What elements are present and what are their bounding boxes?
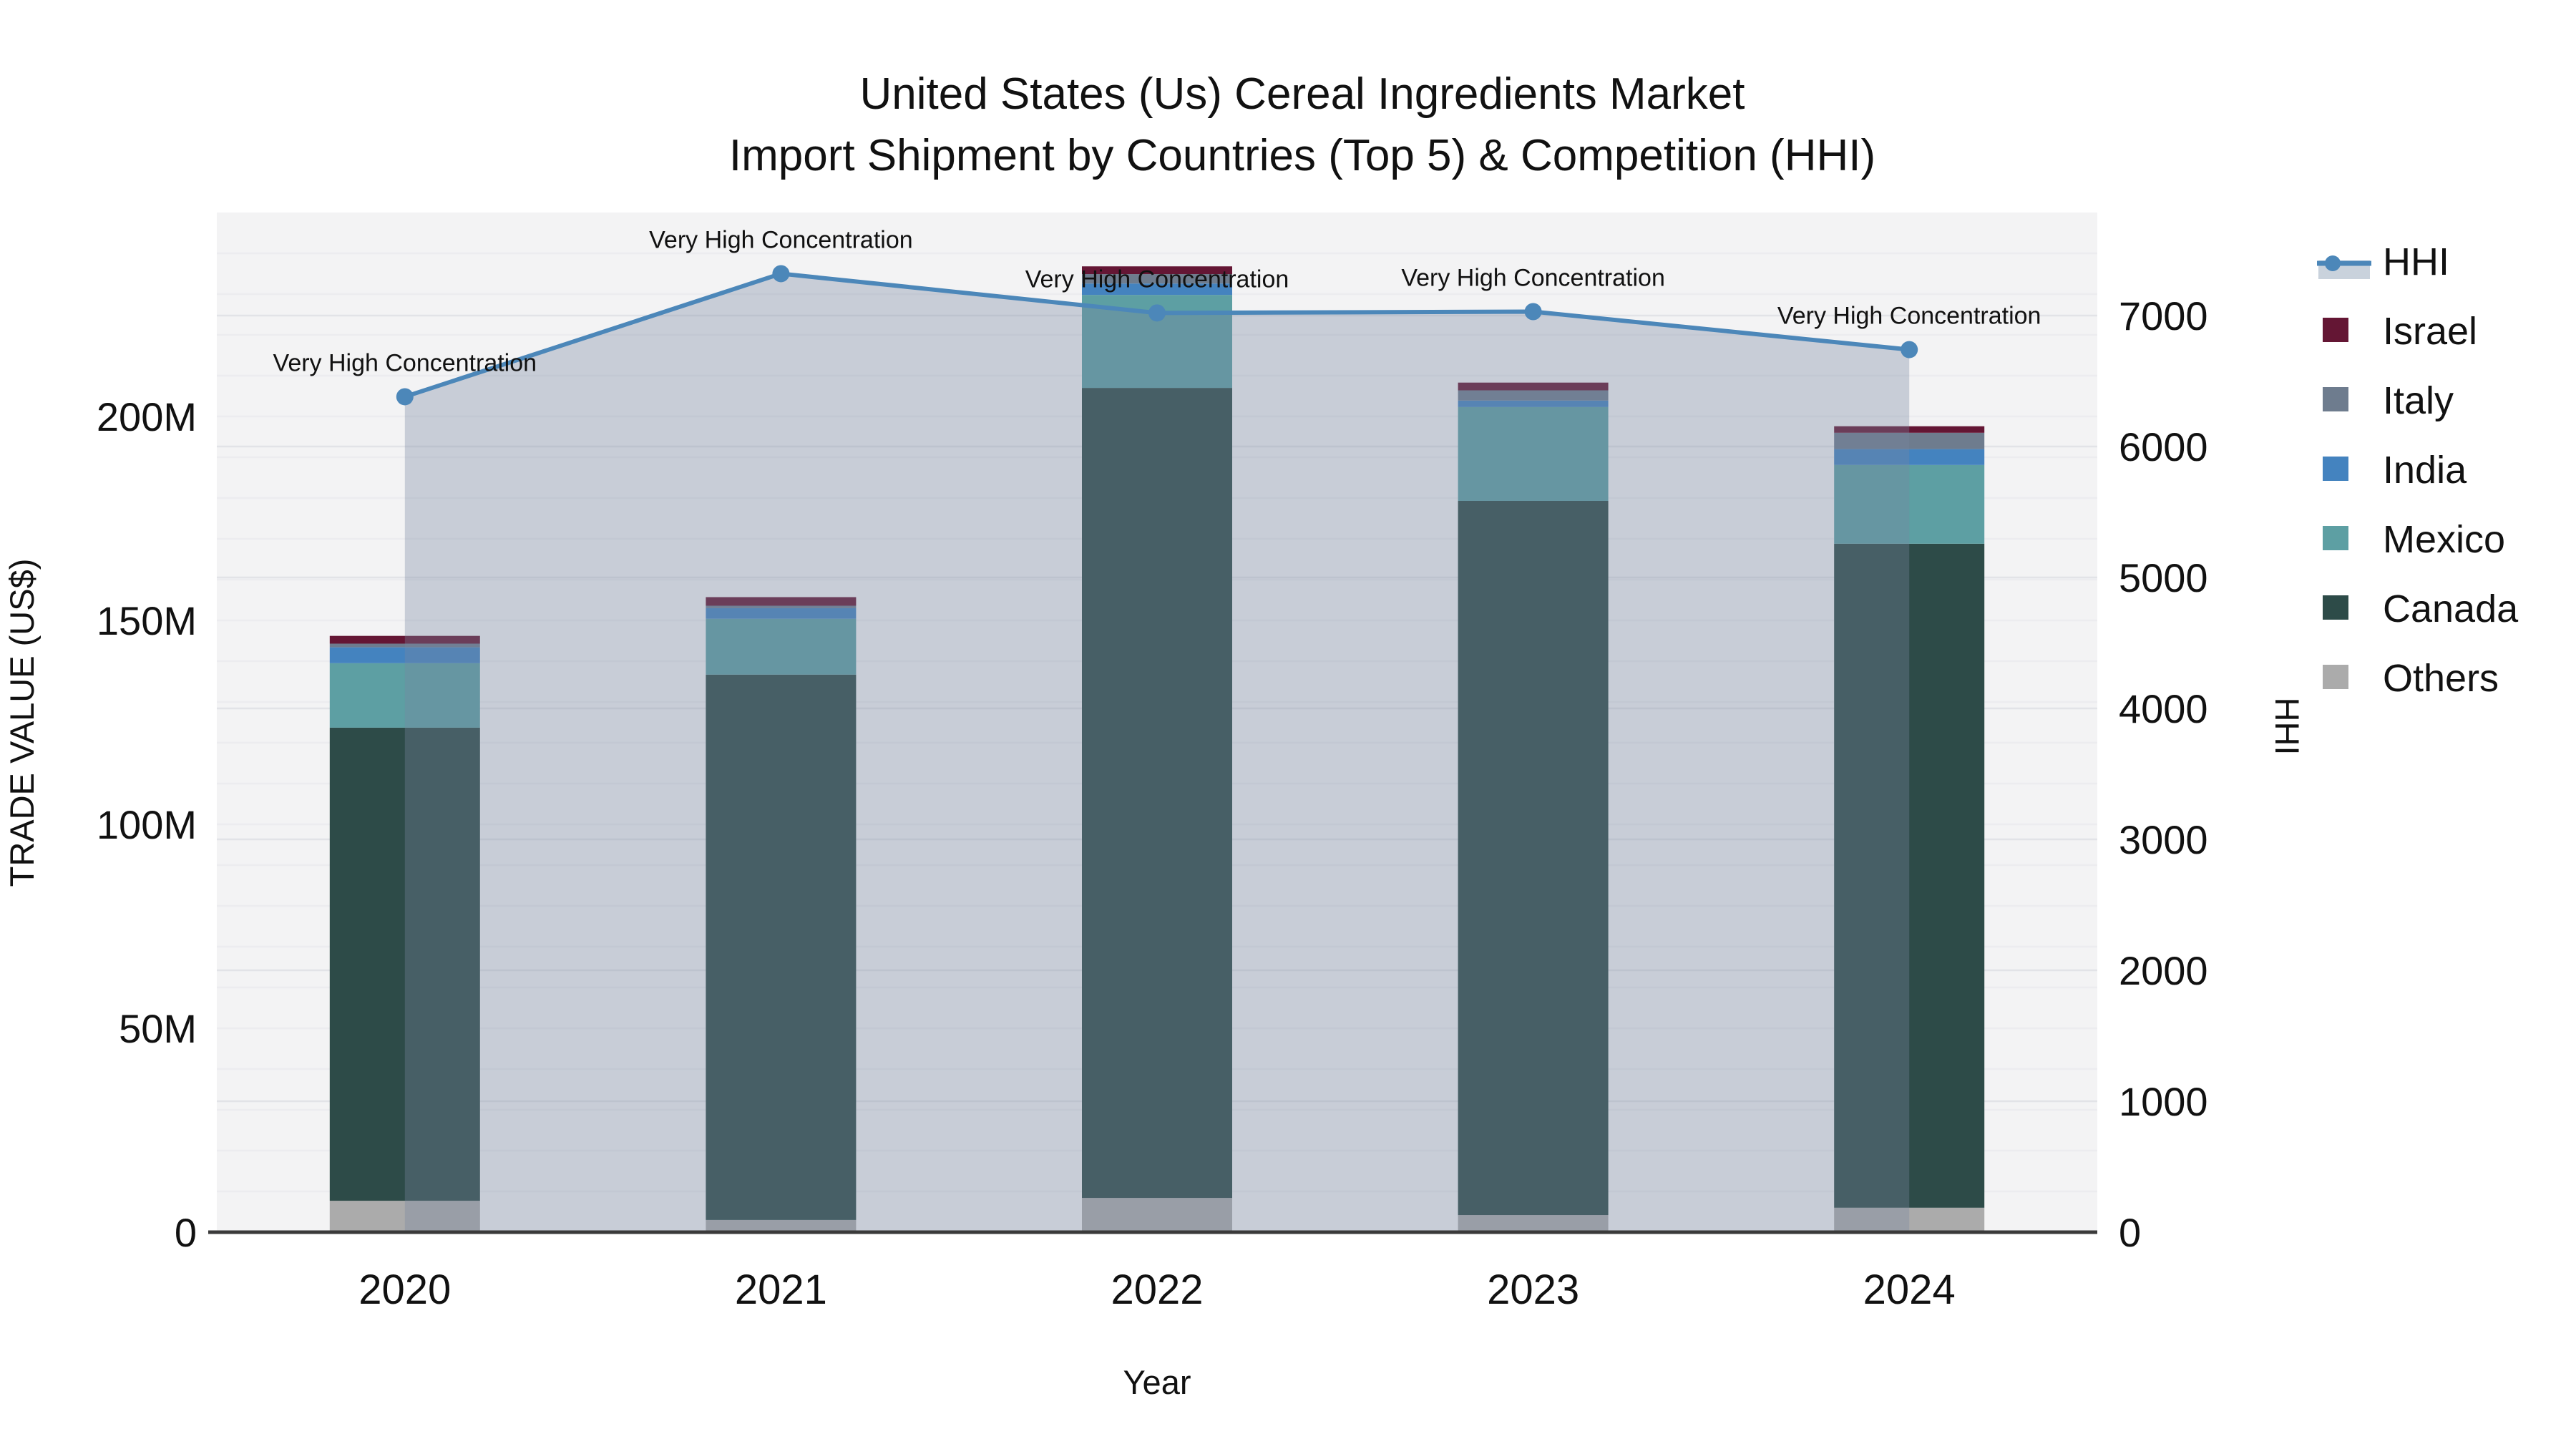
bar-segment-mexico-2024[interactable]	[1834, 464, 1985, 544]
xtick-2024: 2024	[1863, 1267, 1956, 1313]
xtick-2020: 2020	[358, 1267, 451, 1313]
legend-swatch-italy	[2323, 387, 2348, 411]
ytick-left-50M: 50M	[119, 1006, 197, 1051]
x-axis-title: Year	[1123, 1363, 1191, 1401]
bar-segment-india-2024[interactable]	[1834, 449, 1985, 465]
bar-segment-others-2024[interactable]	[1834, 1207, 1985, 1232]
bar-segment-others-2020[interactable]	[329, 1201, 480, 1232]
bar-segment-canada-2024[interactable]	[1834, 543, 1985, 1208]
legend-swatch-others	[2323, 665, 2348, 689]
bar-segment-israel-2021[interactable]	[706, 597, 857, 606]
legend-item-canada[interactable]: Canada	[2323, 587, 2519, 630]
bar-segment-israel-2022[interactable]	[1082, 266, 1232, 275]
hhi-marker-2021[interactable]	[772, 265, 790, 283]
bar-segment-israel-2024[interactable]	[1834, 426, 1985, 433]
bar-segment-israel-2020[interactable]	[329, 635, 480, 644]
ytick-right-5000: 5000	[2119, 555, 2208, 600]
legend-swatch-canada	[2323, 595, 2348, 620]
bar-segment-canada-2022[interactable]	[1082, 388, 1232, 1199]
bar-segment-others-2023[interactable]	[1458, 1215, 1609, 1232]
legend-label-others: Others	[2383, 657, 2499, 700]
ytick-right-3000: 3000	[2119, 817, 2208, 862]
xtick-2022: 2022	[1111, 1267, 1203, 1313]
bar-segment-israel-2023[interactable]	[1458, 382, 1609, 391]
legend-item-mexico[interactable]: Mexico	[2323, 518, 2505, 561]
bar-segment-others-2021[interactable]	[706, 1219, 857, 1232]
ytick-right-0: 0	[2119, 1210, 2141, 1255]
ytick-left-200M: 200M	[97, 394, 197, 439]
legend-item-others[interactable]: Others	[2323, 657, 2499, 700]
xtick-2021: 2021	[735, 1267, 827, 1313]
hhi-marker-2020[interactable]	[396, 388, 414, 406]
bar-segment-others-2022[interactable]	[1082, 1198, 1232, 1232]
hhi-marker-2023[interactable]	[1524, 303, 1542, 321]
legend-label-canada: Canada	[2383, 587, 2519, 630]
bar-segment-italy-2020[interactable]	[329, 643, 480, 648]
hhi-marker-2024[interactable]	[1901, 341, 1918, 358]
bar-segment-canada-2020[interactable]	[329, 727, 480, 1201]
legend-label-israel: Israel	[2383, 310, 2477, 353]
bar-segment-mexico-2020[interactable]	[329, 663, 480, 728]
bar-segment-mexico-2023[interactable]	[1458, 406, 1609, 501]
legend-label-hhi: HHI	[2383, 240, 2449, 283]
legend-label-italy: Italy	[2383, 379, 2454, 422]
chart-title-line1: United States (Us) Cereal Ingredients Ma…	[859, 69, 1745, 119]
annotation-2022: Very High Concentration	[1025, 265, 1289, 293]
ytick-right-4000: 4000	[2119, 686, 2208, 731]
chart-title-line2: Import Shipment by Countries (Top 5) & C…	[729, 131, 1875, 180]
ytick-right-7000: 7000	[2119, 293, 2208, 338]
annotation-2020: Very High Concentration	[273, 349, 537, 376]
legend-item-hhi[interactable]: HHI	[2317, 240, 2449, 283]
y-axis-left-title: TRADE VALUE (US$)	[3, 559, 41, 887]
legend-label-india: India	[2383, 449, 2467, 492]
legend-label-mexico: Mexico	[2383, 518, 2505, 561]
bar-segment-canada-2021[interactable]	[706, 674, 857, 1220]
legend-item-italy[interactable]: Italy	[2323, 379, 2454, 422]
ytick-left-100M: 100M	[97, 802, 197, 847]
bar-segment-india-2020[interactable]	[329, 647, 480, 663]
legend-swatch-israel	[2323, 318, 2348, 342]
annotation-2023: Very High Concentration	[1401, 265, 1665, 292]
annotation-2021: Very High Concentration	[649, 226, 913, 253]
hhi-area-fill	[404, 273, 1910, 1233]
xtick-2023: 2023	[1487, 1267, 1579, 1313]
y-axis-right-title: HHI	[2268, 698, 2306, 756]
hhi-marker-2022[interactable]	[1148, 304, 1166, 322]
bar-segment-italy-2021[interactable]	[706, 605, 857, 608]
ytick-right-2000: 2000	[2119, 948, 2208, 993]
bar-segment-india-2021[interactable]	[706, 608, 857, 619]
bar-segment-italy-2024[interactable]	[1834, 432, 1985, 449]
ytick-left-150M: 150M	[97, 598, 197, 643]
legend-item-india[interactable]: India	[2323, 449, 2467, 492]
annotation-2024: Very High Concentration	[1777, 303, 2041, 330]
bar-segment-italy-2023[interactable]	[1458, 390, 1609, 401]
bar-segment-india-2022[interactable]	[1082, 283, 1232, 296]
bar-segment-canada-2023[interactable]	[1458, 500, 1609, 1216]
ytick-right-6000: 6000	[2119, 424, 2208, 469]
legend-swatch-india	[2323, 457, 2348, 481]
bar-segment-italy-2022[interactable]	[1082, 274, 1232, 284]
ytick-left-0: 0	[175, 1210, 197, 1255]
bar-segment-mexico-2021[interactable]	[706, 618, 857, 675]
legend-item-israel[interactable]: Israel	[2323, 310, 2477, 353]
legend-swatch-mexico	[2323, 526, 2348, 550]
legend-hhi-marker	[2325, 255, 2341, 271]
ytick-right-1000: 1000	[2119, 1079, 2208, 1124]
bar-segment-india-2023[interactable]	[1458, 400, 1609, 407]
